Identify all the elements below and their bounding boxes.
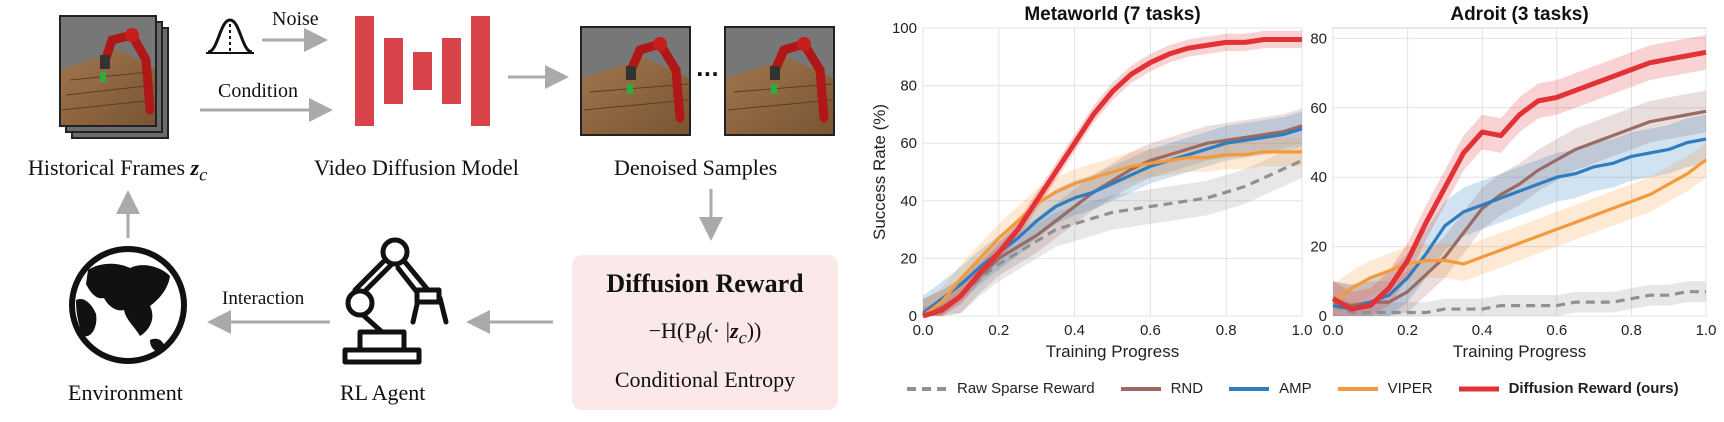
formula-mid: (· | (705, 318, 731, 343)
environment-label: Environment (68, 380, 183, 405)
reward-formula: −H(Pθ(· |zc)) (572, 318, 838, 348)
x-tick-label: 0.8 (1216, 322, 1237, 339)
x-axis-label: Training Progress (1046, 342, 1180, 361)
reward-title: Diffusion Reward (606, 269, 804, 298)
denoised-sample-frame-1 (580, 26, 691, 136)
series-line (1332, 290, 1706, 315)
denoised-samples-label: Denoised Samples (614, 155, 778, 180)
reward-subtitle: Conditional Entropy (614, 367, 796, 392)
series-line (1332, 158, 1707, 304)
legend-label: RND (1170, 380, 1204, 397)
series-line (922, 150, 1302, 318)
series-line (1332, 109, 1707, 308)
formula-z: z (730, 318, 739, 343)
historical-frames-text: Historical Frames (28, 155, 186, 180)
formula-suffix: )) (746, 318, 762, 343)
confidence-band (923, 111, 1302, 317)
series-line (922, 127, 1303, 315)
y-tick-label: 40 (900, 193, 917, 210)
confidence-band (923, 143, 1302, 316)
x-tick-label: 0.8 (1621, 322, 1642, 339)
robot-arm-icon (342, 237, 449, 365)
rl-agent-label: RL Agent (340, 380, 426, 405)
legend-swatch (1229, 386, 1270, 391)
legend-item: RND (1119, 380, 1204, 397)
gaussian-noise-icon (206, 18, 254, 54)
video-diffusion-model-label: Video Diffusion Model (314, 155, 519, 180)
confidence-band (923, 108, 1302, 316)
x-tick-label: 0.4 (1472, 322, 1493, 339)
y-tick-label: 0 (1319, 308, 1327, 325)
y-tick-label: 80 (900, 78, 917, 95)
x-tick-label: 0.2 (988, 322, 1009, 339)
chart-legend: Raw Sparse Reward RND AMP VIPER Diffusion Re… (905, 380, 1720, 406)
chart-title: Metaworld (7 tasks) (1024, 4, 1200, 25)
x-tick-label: 0.0 (913, 322, 934, 339)
x-tick-label: 0.6 (1546, 322, 1567, 339)
series-line (1331, 49, 1707, 312)
y-tick-label: 80 (1310, 30, 1327, 47)
x-tick-label: 0.0 (1323, 322, 1344, 339)
noise-label: Noise (272, 8, 319, 30)
condition-label: Condition (218, 80, 299, 102)
method-diagram: Noise Condition Historical Frames zc Vid… (0, 0, 860, 422)
legend-label: Diffusion Reward (ours) (1508, 380, 1679, 397)
y-tick-label: 60 (1310, 100, 1327, 117)
y-axis-label: Success Rate (%) (870, 104, 889, 240)
legend-item: AMP (1227, 380, 1312, 397)
historical-frames-symbol: z (190, 155, 200, 180)
series-line (922, 124, 1303, 318)
x-tick-label: 1.0 (1696, 322, 1717, 339)
diagram-canvas (59, 15, 835, 365)
samples-ellipsis: ··· (696, 62, 719, 86)
globe-icon (69, 246, 187, 364)
formula-prefix: −H(P (648, 318, 697, 343)
series-line (922, 37, 1302, 319)
historical-frames-label: Historical Frames zc (28, 155, 207, 185)
y-tick-label: 60 (900, 135, 917, 152)
diffusion-reward-box: Diffusion Reward −H(Pθ(· |zc)) Condition… (572, 255, 838, 410)
confidence-band (923, 30, 1302, 316)
series-line (922, 159, 1303, 318)
video-diffusion-model-icon (355, 16, 490, 126)
y-tick-label: 20 (1310, 239, 1327, 256)
y-tick-label: 0 (909, 308, 917, 325)
y-tick-label: 20 (900, 250, 917, 267)
confidence-band (1333, 281, 1706, 316)
denoised-sample-frame-2 (724, 26, 835, 136)
x-axis-label: Training Progress (1453, 342, 1587, 361)
robot-frame-image (59, 15, 157, 127)
legend-swatch (1458, 386, 1499, 391)
legend-label: AMP (1279, 380, 1312, 397)
y-tick-label: 40 (1310, 169, 1327, 186)
x-tick-label: 0.4 (1064, 322, 1085, 339)
legend-item: Raw Sparse Reward (905, 380, 1095, 397)
x-tick-label: 1.0 (1292, 322, 1313, 339)
formula-z-subscript: c (738, 327, 747, 348)
series-line (1332, 137, 1707, 311)
confidence-band (1333, 34, 1706, 316)
x-tick-label: 0.6 (1140, 322, 1161, 339)
formula-theta: θ (696, 327, 706, 348)
confidence-band (1333, 114, 1706, 317)
chart-title: Adroit (3 tasks) (1450, 4, 1588, 25)
legend-item: VIPER (1336, 380, 1433, 397)
historical-frames-stack (59, 15, 169, 139)
legend-swatch (1120, 386, 1161, 391)
x-tick-label: 0.2 (1397, 322, 1418, 339)
historical-frames-subscript: c (199, 164, 208, 185)
legend-swatch (907, 386, 947, 391)
legend-item: Diffusion Reward (ours) (1457, 380, 1679, 397)
legend-label: Raw Sparse Reward (957, 380, 1095, 397)
legend-label: VIPER (1387, 380, 1433, 397)
interaction-label: Interaction (222, 288, 305, 309)
y-tick-label: 100 (892, 20, 917, 37)
legend-swatch (1337, 386, 1378, 391)
